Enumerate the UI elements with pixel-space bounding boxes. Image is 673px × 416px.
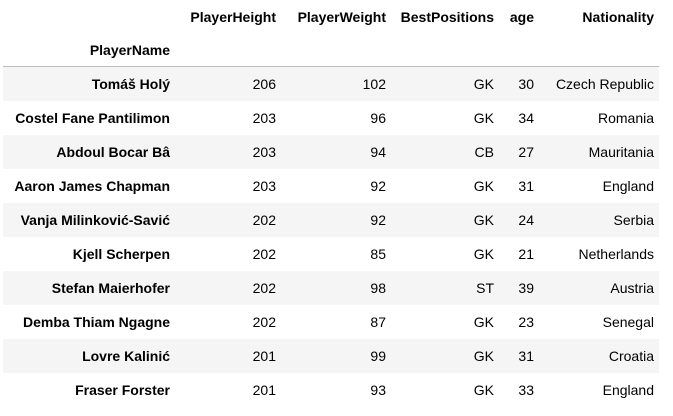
player-name: Vanja Milinković-Savić xyxy=(20,212,170,228)
column-header-age: age xyxy=(509,9,534,25)
player-nationality: Austria xyxy=(610,280,654,296)
player-nationality: Mauritania xyxy=(588,144,654,160)
player-position: ST xyxy=(476,280,494,296)
player-age: 31 xyxy=(518,178,534,194)
player-height: 206 xyxy=(252,76,276,92)
player-position: GK xyxy=(473,348,494,364)
column-header-row: PlayerHeight PlayerWeight BestPositions … xyxy=(3,0,659,34)
player-position: GK xyxy=(473,110,494,126)
player-position: GK xyxy=(473,246,494,262)
table-row: Tomáš Holý 206 102 GK 30 Czech Republic xyxy=(3,66,659,101)
player-name: Stefan Maierhofer xyxy=(51,280,170,296)
index-header-row: PlayerName xyxy=(3,34,659,67)
player-age: 34 xyxy=(518,110,534,126)
player-age: 23 xyxy=(518,314,534,330)
table-row: Abdoul Bocar Bâ 203 94 CB 27 Mauritania xyxy=(3,135,659,169)
column-header-height: PlayerHeight xyxy=(190,9,276,25)
corner-cell xyxy=(3,0,175,34)
player-nationality: Czech Republic xyxy=(555,76,654,92)
player-nationality: England xyxy=(602,382,654,398)
player-position: GK xyxy=(473,314,494,330)
index-header-blank xyxy=(175,34,281,67)
index-name-header: PlayerName xyxy=(3,34,175,67)
index-header-blank xyxy=(281,34,391,67)
player-position: GK xyxy=(473,76,494,92)
player-height: 203 xyxy=(252,110,276,126)
player-name: Demba Thiam Ngagne xyxy=(22,314,170,330)
player-height: 202 xyxy=(252,280,276,296)
player-position: GK xyxy=(473,212,494,228)
player-weight: 102 xyxy=(362,76,386,92)
player-age: 31 xyxy=(518,348,534,364)
player-height: 201 xyxy=(252,348,276,364)
table-row: Demba Thiam Ngagne 202 87 GK 23 Senegal xyxy=(3,305,659,339)
player-weight: 93 xyxy=(370,382,386,398)
column-header-positions: BestPositions xyxy=(400,9,494,25)
player-nationality: Croatia xyxy=(608,348,654,364)
player-weight: 85 xyxy=(370,246,386,262)
player-name: Costel Fane Pantilimon xyxy=(15,110,170,126)
table-row: Costel Fane Pantilimon 203 96 GK 34 Roma… xyxy=(3,101,659,135)
player-nationality: Romania xyxy=(597,110,654,126)
player-height: 201 xyxy=(252,382,276,398)
player-age: 33 xyxy=(518,382,534,398)
table-row: Stefan Maierhofer 202 98 ST 39 Austria xyxy=(3,271,659,305)
player-position: GK xyxy=(473,178,494,194)
player-name: Kjell Scherpen xyxy=(72,246,170,262)
player-height: 203 xyxy=(252,178,276,194)
player-weight: 96 xyxy=(370,110,386,126)
player-height: 202 xyxy=(252,246,276,262)
table-row: Vanja Milinković-Savić 202 92 GK 24 Serb… xyxy=(3,203,659,237)
player-weight: 94 xyxy=(370,144,386,160)
player-height: 202 xyxy=(252,314,276,330)
player-weight: 98 xyxy=(370,280,386,296)
player-age: 27 xyxy=(518,144,534,160)
player-weight: 87 xyxy=(370,314,386,330)
table-row: Kjell Scherpen 202 85 GK 21 Netherlands xyxy=(3,237,659,271)
table-row: Lovre Kalinić 201 99 GK 31 Croatia xyxy=(3,339,659,373)
column-header-weight: PlayerWeight xyxy=(297,9,386,25)
player-height: 203 xyxy=(252,144,276,160)
player-age: 24 xyxy=(518,212,534,228)
player-name: Lovre Kalinić xyxy=(82,348,170,364)
player-name: Aaron James Chapman xyxy=(14,178,170,194)
player-weight: 92 xyxy=(370,212,386,228)
player-height: 202 xyxy=(252,212,276,228)
player-name: Fraser Forster xyxy=(75,382,170,398)
player-nationality: Netherlands xyxy=(578,246,655,262)
player-name: Tomáš Holý xyxy=(91,76,170,92)
dataframe-table: PlayerHeight PlayerWeight BestPositions … xyxy=(3,0,659,407)
player-weight: 92 xyxy=(370,178,386,194)
index-header-blank xyxy=(539,34,659,67)
player-position: GK xyxy=(473,382,494,398)
player-weight: 99 xyxy=(370,348,386,364)
player-nationality: Serbia xyxy=(613,212,654,228)
player-age: 21 xyxy=(518,246,534,262)
table-row: Fraser Forster 201 93 GK 33 England xyxy=(3,373,659,407)
player-age: 39 xyxy=(518,280,534,296)
index-header-blank xyxy=(499,34,539,67)
player-position: CB xyxy=(474,144,494,160)
index-header-blank xyxy=(391,34,499,67)
player-nationality: England xyxy=(602,178,654,194)
column-header-nationality: Nationality xyxy=(582,9,654,25)
table-row: Aaron James Chapman 203 92 GK 31 England xyxy=(3,169,659,203)
player-age: 30 xyxy=(518,76,534,92)
player-name: Abdoul Bocar Bâ xyxy=(56,144,170,160)
player-nationality: Senegal xyxy=(602,314,654,330)
